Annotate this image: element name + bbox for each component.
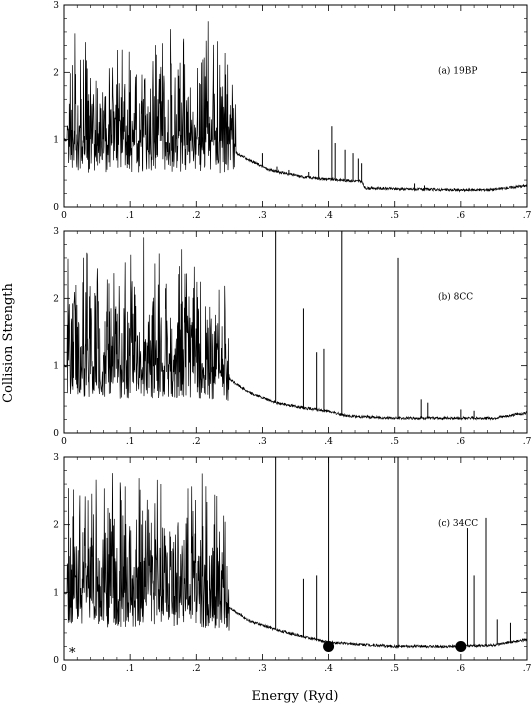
x-tick-label: .4: [324, 211, 333, 221]
x-axis-title: Energy (Ryd): [252, 689, 339, 704]
panel-label: (b) 8CC: [438, 292, 473, 303]
x-tick-label: 0: [61, 437, 67, 447]
x-tick-label: .6: [457, 664, 466, 674]
collision-strength-curve: [64, 473, 527, 650]
x-tick-label: .4: [324, 437, 333, 447]
x-tick-label: .5: [390, 437, 399, 447]
y-tick-label: 2: [53, 68, 59, 78]
x-tick-label: .4: [324, 664, 333, 674]
panel-1: 0 .1 .2 .3 .4 .5 .6 .7 0 1 2 3 (a) 19BP: [53, 1, 531, 221]
y-tick-label: 0: [53, 203, 59, 213]
x-tick-label: .1: [126, 211, 135, 221]
plot-frame: [63, 456, 528, 661]
collision-strength-curve: [64, 21, 527, 193]
panels-group: 0 .1 .2 .3 .4 .5 .6 .7 0 1 2 3 (a) 19BP 0 .1 .2 .3 .4 .5 .6…: [53, 1, 531, 674]
y-tick-label: 1: [53, 136, 59, 146]
x-tick-label: .3: [258, 664, 267, 674]
x-tick-label: .1: [126, 437, 135, 447]
x-tick-label: .7: [523, 211, 531, 221]
y-tick-label: 3: [53, 453, 59, 463]
x-tick-label: .3: [258, 211, 267, 221]
y-tick-label: 0: [53, 656, 59, 666]
x-tick-label: .6: [457, 437, 466, 447]
x-tick-label: .5: [390, 211, 399, 221]
y-axis-title: Collision Strength: [1, 283, 16, 403]
x-tick-label: .7: [523, 664, 531, 674]
asterisk-mark: *: [69, 646, 76, 661]
x-tick-label: .6: [457, 211, 466, 221]
x-tick-label: .2: [192, 211, 201, 221]
panel-3: 0 .1 .2 .3 .4 .5 .6 .7 0 1 2 3 (c) 34CC: [53, 453, 531, 674]
x-tick-label: .2: [192, 664, 201, 674]
y-tick-label: 1: [53, 588, 59, 598]
x-tick-label: 0: [61, 664, 67, 674]
x-tick-label: .5: [390, 664, 399, 674]
y-tick-label: 3: [53, 227, 59, 237]
plot-frame: [63, 4, 528, 208]
x-tick-label: 0: [61, 211, 67, 221]
plot-frame: [63, 230, 528, 434]
panel-label: (c) 34CC: [438, 518, 478, 529]
y-tick-label: 2: [53, 294, 59, 304]
y-tick-label: 2: [53, 521, 59, 531]
collision-strength-curve: [64, 237, 527, 421]
y-tick-label: 0: [53, 429, 59, 439]
x-tick-label: .3: [258, 437, 267, 447]
marker-dot: [323, 640, 335, 652]
x-tick-label: .1: [126, 664, 135, 674]
panel-2: 0 .1 .2 .3 .4 .5 .6 .7 0 1 2 3 (b) 8CC: [53, 227, 531, 447]
y-tick-label: 3: [53, 1, 59, 11]
marker-dot: [455, 640, 467, 652]
x-tick-label: .7: [523, 437, 531, 447]
x-tick-label: .2: [192, 437, 201, 447]
panel-label: (a) 19BP: [438, 66, 477, 77]
y-tick-label: 1: [53, 362, 59, 372]
